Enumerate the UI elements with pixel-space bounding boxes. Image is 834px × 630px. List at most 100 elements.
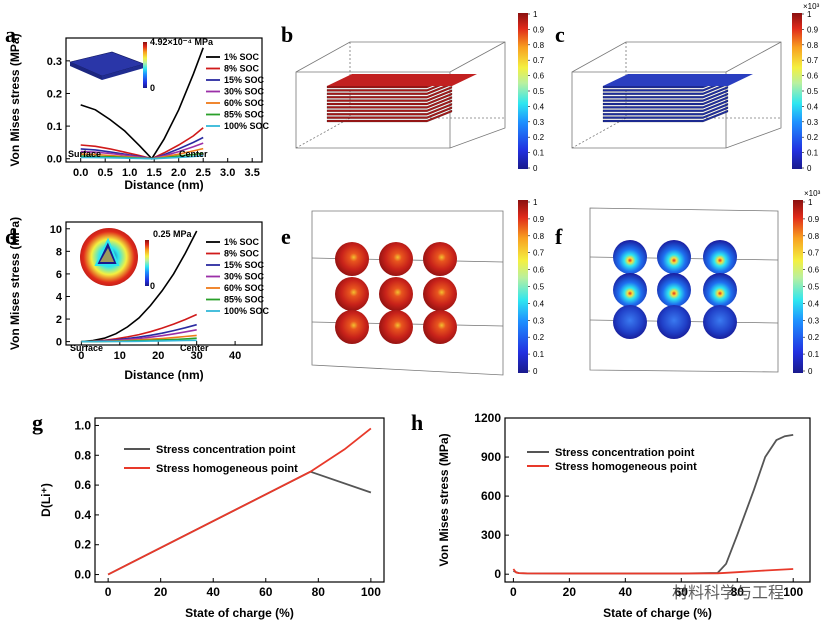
colorbar-tick-label-c: 0.3	[807, 118, 819, 127]
particle-sphere	[379, 277, 413, 311]
x-tick-label-h: 100	[783, 585, 803, 599]
colorbar-tick-label-b: 0.6	[533, 72, 545, 81]
colorbar-tick-label-c: 0.4	[807, 102, 819, 111]
slab-layer	[326, 92, 453, 106]
colorbar-tick-label-f: 1	[808, 198, 813, 207]
colorbar-tick-label-b: 0	[533, 164, 538, 173]
y-axis-label-d: Von Mises stress (MPa)	[8, 217, 22, 350]
slab-stack-c	[571, 41, 782, 149]
legend-label-a: 85% SOC	[224, 110, 265, 120]
inset-zero-d: 0	[150, 281, 155, 291]
y-axis-label-g: D(Li⁺)	[39, 483, 53, 517]
colorbar-b	[518, 13, 528, 169]
legend-label-a: 8% SOC	[224, 64, 260, 74]
y-tick-label-a: 0.0	[47, 154, 62, 166]
x-tick-label-d: 40	[229, 350, 241, 362]
y-tick-label-h: 600	[481, 489, 501, 503]
slab-layer	[602, 106, 729, 119]
particle-sphere	[657, 240, 691, 274]
particle-sphere	[613, 305, 647, 339]
slab-layer	[326, 103, 453, 116]
colorbar-tick-label-b: 0.9	[533, 25, 545, 34]
particle-sphere	[657, 305, 691, 339]
x-tick-label-h: 80	[731, 585, 745, 599]
colorbar-tick-label-e: 0.5	[533, 283, 545, 292]
colorbar-tick-label-e: 0.8	[533, 232, 545, 241]
axes-frame-d	[65, 221, 263, 346]
slab-layer	[326, 99, 453, 112]
colorbar-ticks-e: 1 0.9 0.8 0.7 0.6 0.5 0.4 0.3 0.2 0.1 0	[528, 198, 545, 376]
y-tick-label-d: 4	[56, 291, 63, 303]
slab-layer	[326, 96, 453, 109]
axes-frame-g	[94, 417, 385, 583]
x-tick-label-d: 20	[152, 350, 164, 362]
series-line-g-1	[107, 427, 372, 576]
x-tick-label-a: 1.5	[147, 167, 162, 179]
y-tick-label-d: 8	[56, 246, 62, 258]
legend-label-d: 100% SOC	[224, 306, 270, 316]
annotation-a: Center	[179, 149, 208, 159]
colorbar-tick-label-e: 0.9	[533, 215, 545, 224]
colorbar-tick-label-c: 0.9	[807, 25, 819, 34]
colorbar-tick-label-b: 0.8	[533, 41, 545, 50]
inset-colorbar-a	[143, 42, 147, 88]
series-line-a-0	[80, 47, 204, 161]
y-tick-label-d: 10	[50, 224, 62, 236]
colorbar-tick-label-f: 0.5	[808, 283, 820, 292]
y-tick-label-h: 0	[494, 567, 501, 581]
y-tick-label-a: 0.1	[47, 121, 62, 133]
slab-layer	[602, 86, 729, 99]
x-tick-label-a: 0.0	[73, 167, 88, 179]
slab-top	[603, 74, 753, 86]
y-tick-label-g: 0.2	[74, 538, 91, 552]
legend-label-d: 15% SOC	[224, 260, 265, 270]
panel-letter-f: f	[555, 224, 563, 249]
colorbar-tick-label-e: 1	[533, 198, 538, 207]
particle-sphere	[423, 310, 457, 344]
y-tick-label-d: 6	[56, 269, 62, 281]
x-tick-label-h: 40	[619, 585, 633, 599]
colorbar-tick-label-b: 0.1	[533, 149, 545, 158]
colorbar-tick-label-e: 0	[533, 367, 538, 376]
y-tick-label-d: 2	[56, 314, 62, 326]
colorbar-tick-label-c: 1	[807, 10, 812, 19]
annotation-a: Surface	[68, 149, 101, 159]
sphere-grid-f	[589, 207, 779, 373]
y-tick-label-h: 900	[481, 450, 501, 464]
colorbar-tick-label-c: 0.6	[807, 72, 819, 81]
watermark-text: 材料科学与工程	[672, 583, 784, 602]
inset-sphere-d	[80, 228, 138, 286]
colorbar-ticks-f: 1 0.9 0.8 0.7 0.6 0.5 0.4 0.3 0.2 0.1 0	[803, 198, 820, 376]
colorbar-tick-label-f: 0.1	[808, 350, 820, 359]
colorbar-exponent-f: ×10³	[804, 189, 821, 198]
colorbar-tick-label-e: 0.7	[533, 249, 545, 258]
x-tick-label-a: 2.5	[196, 167, 211, 179]
slab-layers-c	[602, 74, 753, 123]
slab-layer	[602, 99, 729, 112]
panel-letter-d: d	[5, 224, 17, 249]
x-axis-label-d: Distance (nm)	[124, 368, 203, 382]
series-line-a-6	[80, 155, 204, 160]
particle-sphere	[335, 277, 369, 311]
legend-label-h: Stress concentration point	[555, 447, 695, 459]
x-axis-label-a: Distance (nm)	[124, 178, 203, 192]
y-tick-label-g: 0.0	[74, 568, 91, 582]
colorbar-tick-label-b: 0.4	[533, 102, 545, 111]
colorbar-tick-label-e: 0.2	[533, 333, 545, 342]
colorbar-tick-label-b: 0.2	[533, 133, 545, 142]
colorbar-tick-label-c: 0.1	[807, 149, 819, 158]
x-tick-label-a: 3.0	[220, 167, 235, 179]
y-tick-label-g: 0.6	[74, 478, 91, 492]
particle-sphere	[335, 310, 369, 344]
colorbar-tick-label-e: 0.3	[533, 316, 545, 325]
x-tick-label-g: 60	[259, 585, 273, 599]
legend-label-d: 30% SOC	[224, 272, 265, 282]
colorbar-tick-label-b: 0.7	[533, 56, 545, 65]
colorbar-tick-label-c: 0.7	[807, 56, 819, 65]
colorbar-tick-label-e: 0.4	[533, 299, 545, 308]
inset-label-a: 4.92×10⁻⁴ MPa	[150, 37, 214, 47]
colorbar-tick-label-e: 0.1	[533, 350, 545, 359]
particle-sphere	[703, 305, 737, 339]
particle-sphere	[703, 273, 737, 307]
colorbar-ticks-c: 1 0.9 0.8 0.7 0.6 0.5 0.4 0.3 0.2 0.1 0	[802, 10, 819, 173]
